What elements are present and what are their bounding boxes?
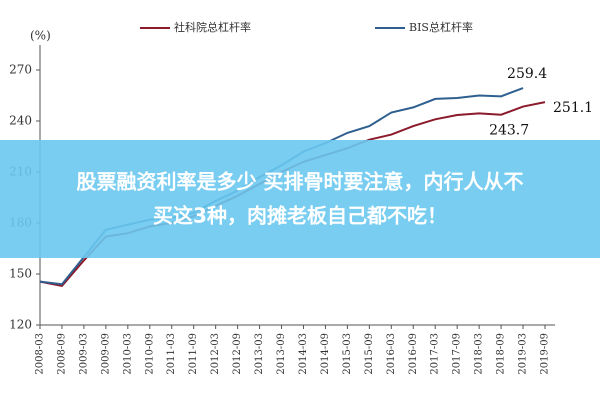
y-tick-label: 240 — [9, 114, 32, 128]
x-tick-label: 2019-03 — [518, 333, 529, 375]
x-tick-label: 2013-03 — [254, 333, 265, 375]
x-tick-label: 2009-03 — [78, 333, 89, 375]
x-tick-label: 2009-09 — [100, 333, 111, 375]
y-tick-label: 150 — [9, 267, 32, 281]
x-tick-label: 2012-09 — [232, 333, 243, 375]
x-tick-label: 2008-03 — [35, 333, 46, 375]
x-tick-label: 2016-03 — [386, 333, 397, 375]
x-tick-label: 2013-09 — [276, 333, 287, 375]
x-tick-label: 2018-03 — [474, 333, 485, 375]
annotation: 259.4 — [507, 66, 547, 82]
y-axis-label: (%) — [30, 29, 51, 43]
legend-label: 社科院总杠杆率 — [174, 20, 251, 34]
banner-background — [0, 140, 600, 258]
banner-text: 股票融资利率是多少 买排骨时要注意，内行人从不 — [77, 170, 524, 194]
x-tick-label: 2019-09 — [540, 333, 551, 375]
x-tick-label: 2011-09 — [188, 333, 199, 375]
legend-label: BIS总杠杆率 — [409, 20, 473, 34]
x-tick-label: 2015-03 — [342, 333, 353, 375]
x-tick-label: 2014-09 — [320, 333, 331, 375]
x-tick-label: 2012-03 — [210, 333, 221, 375]
x-tick-label: 2010-09 — [144, 333, 155, 375]
x-tick-label: 2015-09 — [364, 333, 375, 375]
annotation: 243.7 — [489, 123, 529, 139]
x-tick-label: 2017-09 — [452, 333, 463, 375]
x-tick-label: 2016-09 — [408, 333, 419, 375]
x-tick-label: 2014-03 — [298, 333, 309, 375]
x-tick-label: 2011-03 — [166, 333, 177, 375]
y-tick-label: 120 — [9, 318, 32, 332]
x-tick-label: 2018-09 — [496, 333, 507, 375]
banner-text: 买这3种，肉摊老板自己都不吃！ — [153, 204, 447, 228]
x-tick-label: 2010-03 — [122, 333, 133, 375]
y-tick-label: 270 — [9, 63, 32, 77]
annotation: 251.1 — [553, 100, 593, 116]
x-tick-label: 2017-03 — [430, 333, 441, 375]
x-tick-label: 2008-09 — [56, 333, 67, 375]
